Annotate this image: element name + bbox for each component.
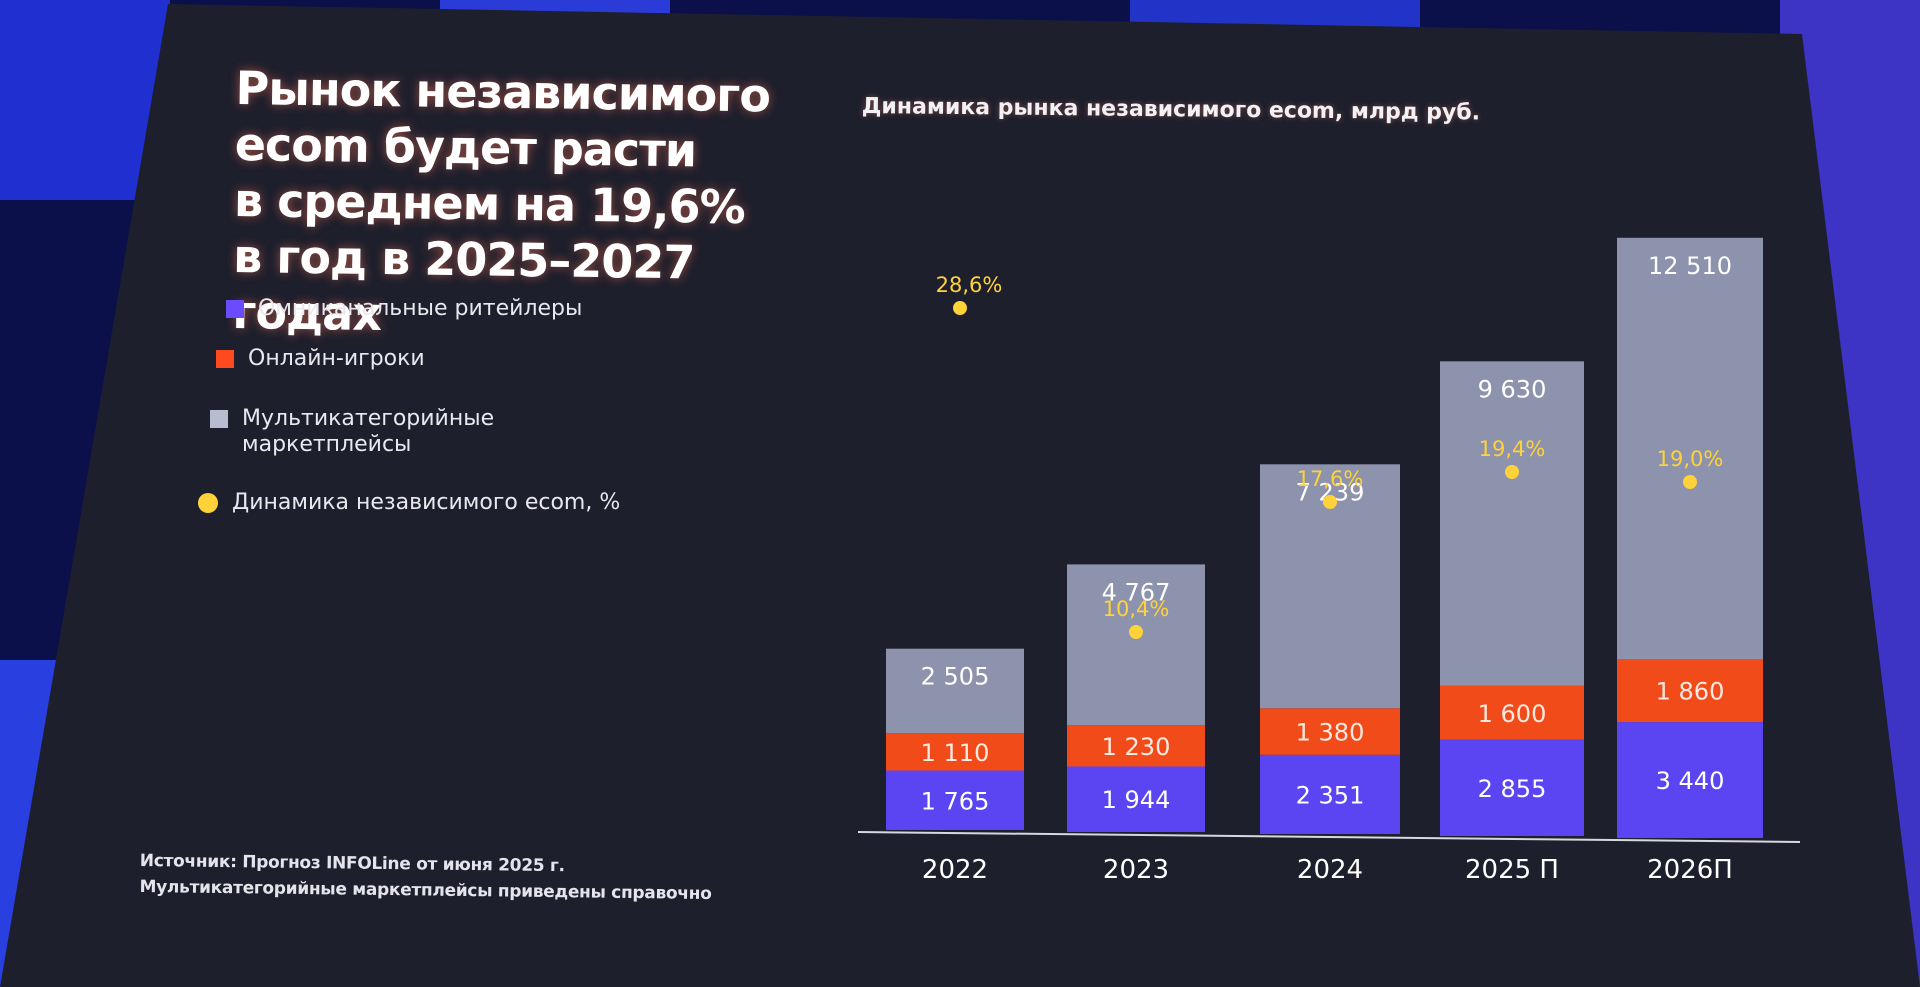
bar-segment: [886, 648, 1024, 734]
x-axis-line: [857, 831, 1801, 843]
bar-value-label: 2 351: [1296, 781, 1365, 809]
legend-label: Онлайн-игроки: [248, 346, 425, 371]
legend-swatch: [216, 350, 234, 368]
bar-value-label: 1 600: [1478, 700, 1547, 728]
bar-segment: [1067, 564, 1205, 726]
growth-label: 28,6%: [936, 273, 1003, 297]
legend-item-growth: Динамика независимого ecom, %: [198, 490, 620, 516]
bar-segment: [1067, 725, 1205, 767]
bar-value-label: 12 510: [1648, 252, 1732, 280]
bar-segment: [886, 770, 1024, 830]
legend-dot: [198, 493, 218, 513]
bar-segment: [1617, 659, 1763, 723]
bar-value-label: 2 505: [921, 663, 990, 691]
legend-item-marketplaces: Мультикатегорийные маркетплейсы: [210, 406, 494, 458]
growth-point: [1323, 495, 1337, 509]
growth-point: [953, 301, 967, 315]
growth-label: 19,0%: [1657, 447, 1724, 471]
growth-point: [1505, 465, 1519, 479]
bar-value-label: 9 630: [1478, 375, 1547, 403]
growth-point: [1683, 475, 1697, 489]
legend-label: Мультикатегорийные маркетплейсы: [242, 406, 495, 457]
legend-label: Динамика независимого ecom, %: [232, 490, 621, 515]
bar-value-label: 2 855: [1478, 775, 1547, 803]
x-tick-label: 2022: [922, 855, 988, 885]
legend-label: Омниканальные ритейлеры: [258, 296, 583, 321]
bar-segment: [1260, 708, 1400, 755]
bar-value-label: 1 860: [1656, 678, 1725, 706]
bar-value-label: 1 380: [1296, 719, 1365, 747]
x-tick-label: 2023: [1103, 855, 1169, 885]
growth-label: 19,4%: [1479, 437, 1546, 461]
bar-segment: [1617, 722, 1763, 838]
growth-point: [1129, 625, 1143, 639]
bar-segment: [886, 733, 1024, 771]
bar-value-label: 1 110: [921, 739, 990, 767]
growth-label: 17,6%: [1297, 467, 1364, 491]
bar-segment: [1440, 361, 1584, 686]
legend-swatch: [210, 410, 228, 428]
legend-swatch: [226, 300, 244, 318]
bar-segment: [1260, 754, 1400, 834]
bar-value-label: 1 944: [1102, 786, 1171, 814]
legend-item-omnichannel: Омниканальные ритейлеры: [226, 296, 582, 322]
bar-value-label: 1 765: [921, 787, 990, 815]
bar-segment: [1067, 766, 1205, 832]
growth-label: 10,4%: [1103, 597, 1170, 621]
source-note: Источник: Прогноз INFOLine от июня 2025 …: [139, 848, 712, 907]
bar-segment: [1617, 237, 1763, 660]
legend-item-online-players: Онлайн-игроки: [216, 346, 425, 372]
x-tick-label: 2024: [1297, 855, 1363, 885]
bar-value-label: 3 440: [1656, 767, 1725, 795]
x-tick-label: 2025 П: [1465, 855, 1559, 885]
x-tick-label: 2026П: [1647, 855, 1733, 885]
bar-value-label: 1 230: [1102, 733, 1171, 761]
bar-segment: [1440, 739, 1584, 836]
bar-segment: [1440, 685, 1584, 740]
bar-value-label: 4 767: [1102, 578, 1171, 606]
